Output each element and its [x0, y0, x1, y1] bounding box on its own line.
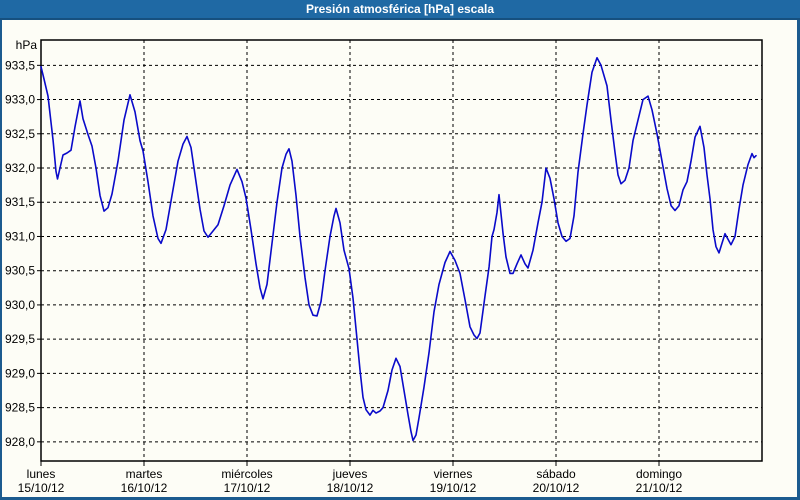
y-tick-label: 928,0 [5, 435, 35, 449]
x-day-label: sábado [536, 467, 576, 481]
y-tick-label: 933,0 [5, 93, 35, 107]
y-tick-label: 930,0 [5, 298, 35, 312]
pressure-series-line [40, 56, 757, 442]
x-day-label: jueves [332, 467, 368, 481]
y-tick-label: 931,0 [5, 229, 35, 243]
x-date-label: 21/10/12 [636, 481, 683, 495]
x-date-label: 20/10/12 [533, 481, 580, 495]
x-day-label: lunes [27, 467, 56, 481]
x-date-label: 15/10/12 [18, 481, 65, 495]
window-title: Presión atmosférica [hPa] escala [305, 2, 495, 16]
x-date-label: 16/10/12 [121, 481, 168, 495]
y-tick-label: 932,5 [5, 127, 35, 141]
y-tick-label: 928,5 [5, 401, 35, 415]
y-tick-label: 929,5 [5, 332, 35, 346]
x-day-label: martes [126, 467, 163, 481]
y-tick-label: 931,5 [5, 195, 35, 209]
y-tick-label: 933,5 [5, 58, 35, 72]
x-date-label: 17/10/12 [224, 481, 271, 495]
y-tick-label: 932,0 [5, 161, 35, 175]
chart-content-area [2, 20, 797, 497]
x-day-label: miércoles [221, 467, 272, 481]
plot-border [40, 39, 763, 462]
x-date-label: 18/10/12 [327, 481, 374, 495]
x-date-label: 19/10/12 [430, 481, 477, 495]
x-day-label: domingo [636, 467, 682, 481]
y-tick-label: 929,0 [5, 366, 35, 380]
window-titlebar: Presión atmosférica [hPa] escala [0, 0, 800, 20]
y-axis-unit-label: hPa [15, 38, 37, 52]
x-day-label: viernes [434, 467, 473, 481]
y-tick-label: 930,5 [5, 264, 35, 278]
